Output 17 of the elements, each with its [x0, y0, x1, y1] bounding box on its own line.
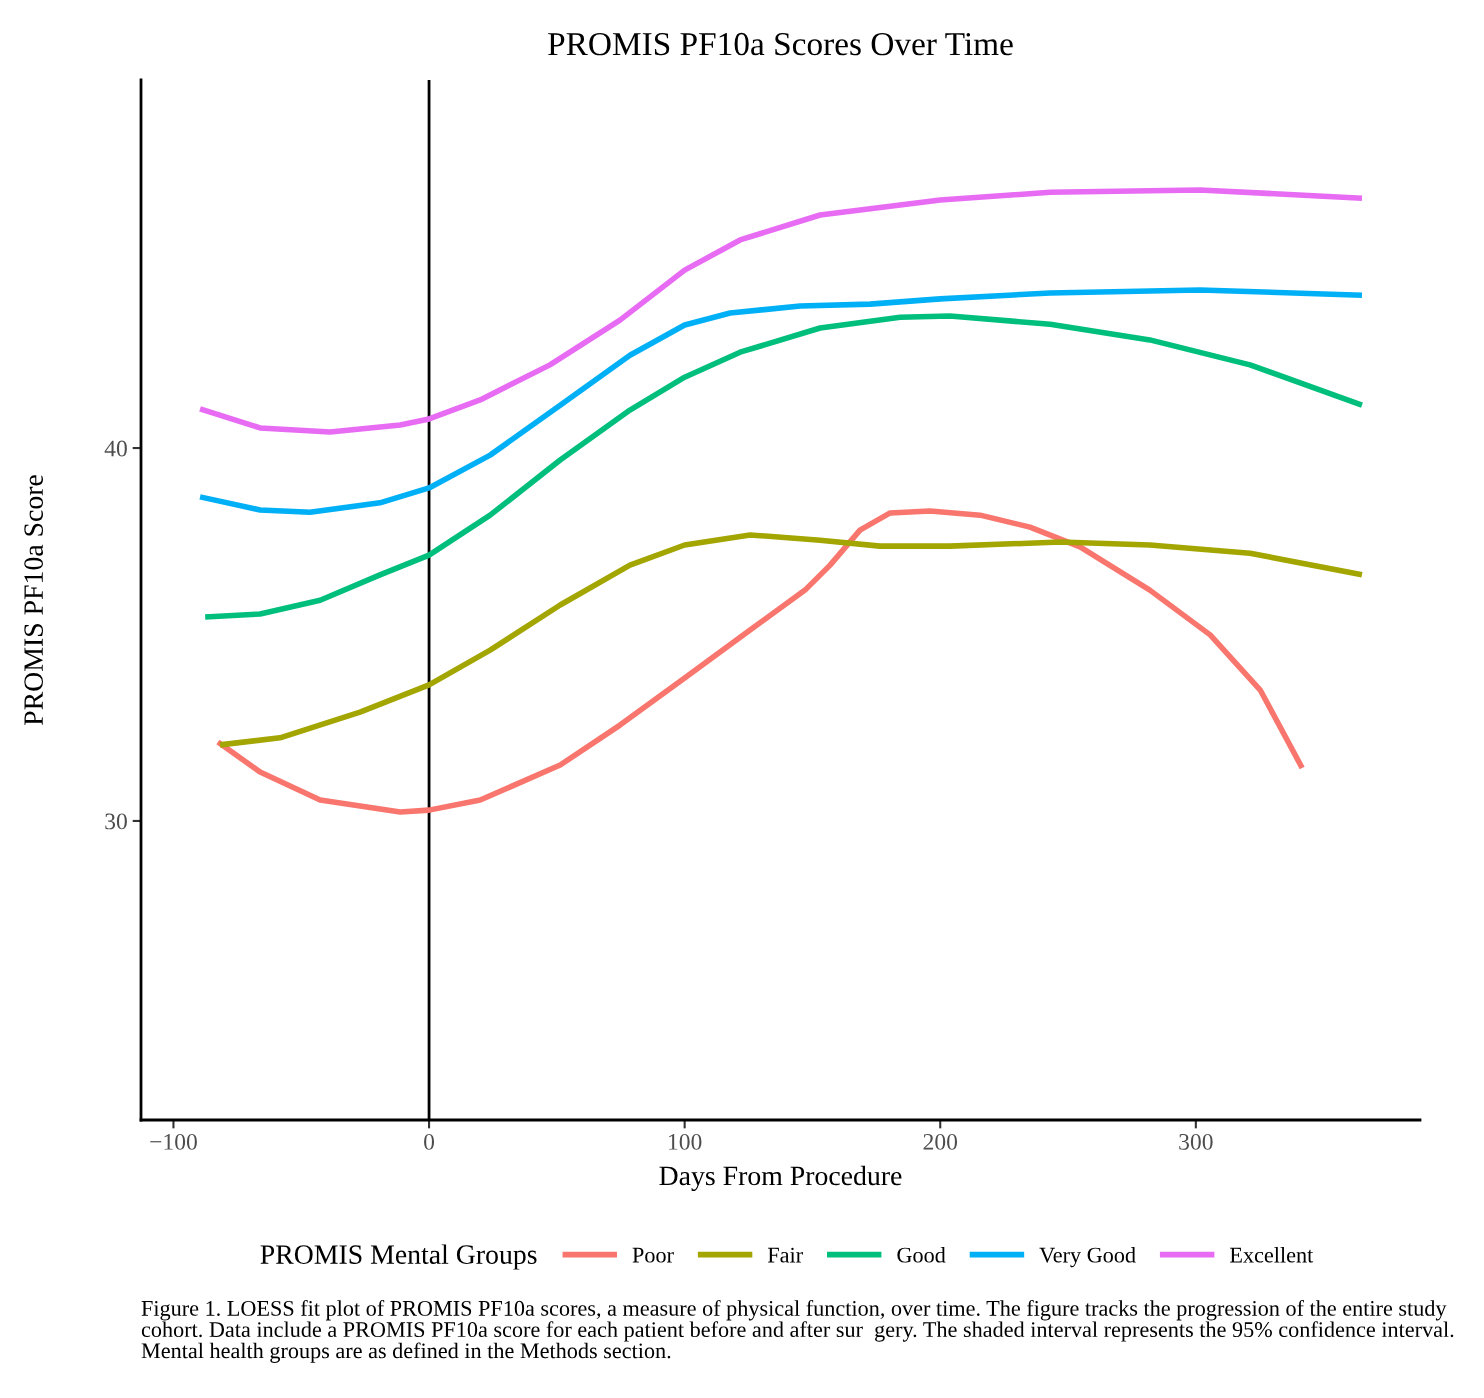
legend-label: Very Good	[1039, 1246, 1136, 1268]
y-tick-label: 30	[105, 813, 127, 830]
legend-label: Poor	[632, 1247, 674, 1263]
x-tick-label: 100	[669, 1133, 702, 1150]
x-tick-label: 200	[923, 1133, 958, 1150]
x-tick-label: 300	[1179, 1133, 1213, 1150]
x-tick-label: 0	[424, 1133, 435, 1150]
legend-title: PROMIS Mental Groups	[260, 1244, 537, 1270]
legend-label: Fair	[767, 1247, 803, 1263]
x-tick-label: −100	[150, 1133, 197, 1150]
caption: Figure 1. LOESS fit plot of PROMIS PF10a scores, a measure of physical function, over time. The figure tracks the progression of the entire study cohort. Data include a PROMIS PF10a score for each patient before and after sur gery. The shaded interval represents the 95% confidence interval. Mental health groups are as defined in the Methods section.	[141, 1300, 1454, 1363]
x-axis-title: Days From Procedure	[659, 1165, 902, 1191]
legend-label: Excellent	[1230, 1246, 1314, 1263]
y-axis-title: PROMIS PF10a Score	[24, 475, 43, 725]
y-tick-label: 40	[104, 440, 127, 457]
legend-label: Good	[897, 1246, 946, 1263]
chart-title: PROMIS PF10a Scores Over Time	[548, 32, 1013, 56]
